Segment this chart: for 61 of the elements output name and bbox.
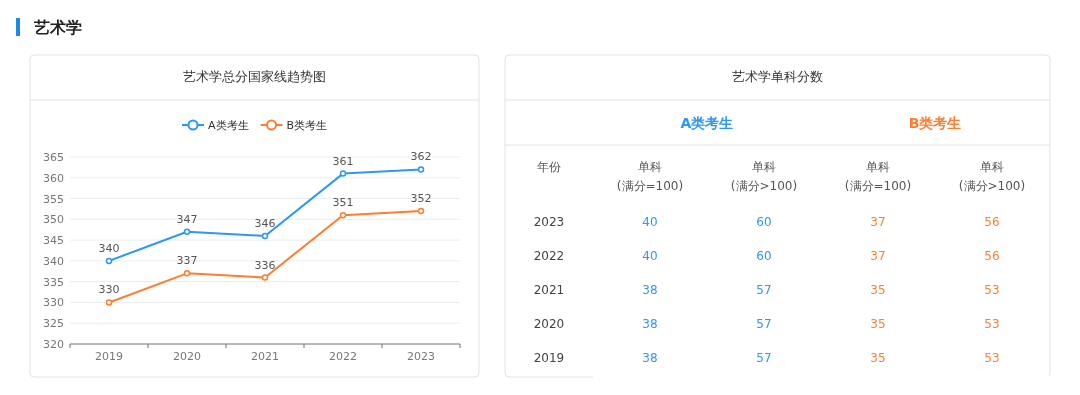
data-label: 37: [870, 249, 886, 263]
x-tick-label: 单科 (满分=100): [616, 160, 684, 193]
data-label: 352: [410, 192, 432, 206]
data-label: 340: [98, 241, 120, 255]
data-label: 361: [332, 154, 354, 168]
chart-title: 艺术学单科分数: [732, 69, 823, 84]
text: B类考生: [908, 115, 962, 131]
data-label: 351: [332, 196, 354, 210]
x-tick-label: 2019: [95, 350, 123, 363]
y-tick-label: 2022: [533, 249, 565, 263]
legend-label: B类考生: [286, 119, 328, 132]
data-label: 35: [870, 283, 886, 297]
data-label: 57: [756, 283, 772, 297]
data-label: 40: [642, 215, 658, 229]
data-label: 57: [756, 351, 772, 365]
y-tick-label: 340: [43, 254, 64, 268]
text: 艺术学: [33, 18, 82, 37]
y-tick-label: 345: [43, 234, 64, 248]
x-tick-label: 单科 (满分>100): [958, 160, 1026, 193]
y-tick-label: 365: [43, 151, 64, 164]
data-label: 38: [642, 351, 658, 365]
data-label: 53: [984, 317, 1000, 331]
legend-label: A类考生: [208, 119, 249, 132]
y-tick-label: 335: [43, 275, 64, 289]
x-tick-label: 2020: [173, 350, 201, 363]
text: A类考生: [680, 115, 734, 131]
data-label: 53: [984, 283, 1000, 297]
data-label: 336: [254, 258, 276, 272]
x-tick-label: 2022: [329, 350, 357, 363]
data-label: 330: [98, 283, 120, 297]
data-label: 35: [870, 317, 886, 331]
data-label: 60: [756, 249, 772, 263]
data-label: 57: [756, 317, 772, 331]
y-tick-label: 2020: [533, 317, 565, 331]
data-label: 40: [642, 249, 658, 263]
x-tick-label: 单科 (满分=100): [844, 160, 912, 193]
data-label: 56: [984, 215, 1000, 229]
data-label: 346: [254, 216, 276, 230]
data-label: 347: [176, 212, 198, 226]
y-axis-title: 年份: [537, 160, 561, 174]
data-label: 337: [176, 254, 198, 268]
data-label: 38: [642, 317, 658, 331]
data-label: 362: [410, 150, 432, 164]
y-tick-label: 350: [43, 213, 64, 227]
y-tick-label: 2023: [533, 215, 565, 229]
data-label: 35: [870, 351, 886, 365]
data-label: 60: [756, 215, 772, 229]
y-tick-label: 2021: [533, 283, 565, 297]
data-label: 53: [984, 351, 1000, 365]
data-label: 38: [642, 283, 658, 297]
y-tick-label: 330: [43, 296, 64, 310]
x-tick-label: 2021: [251, 350, 279, 363]
chart-title: 艺术学总分国家线趋势图: [183, 69, 326, 84]
y-tick-label: 360: [43, 171, 64, 185]
x-tick-label: 单科 (满分>100): [730, 160, 798, 193]
y-tick-label: 320: [43, 338, 64, 351]
y-tick-label: 325: [43, 317, 64, 331]
y-tick-label: 355: [43, 192, 64, 206]
data-label: 37: [870, 215, 886, 229]
data-label: 56: [984, 249, 1000, 263]
x-tick-label: 2023: [407, 350, 435, 363]
